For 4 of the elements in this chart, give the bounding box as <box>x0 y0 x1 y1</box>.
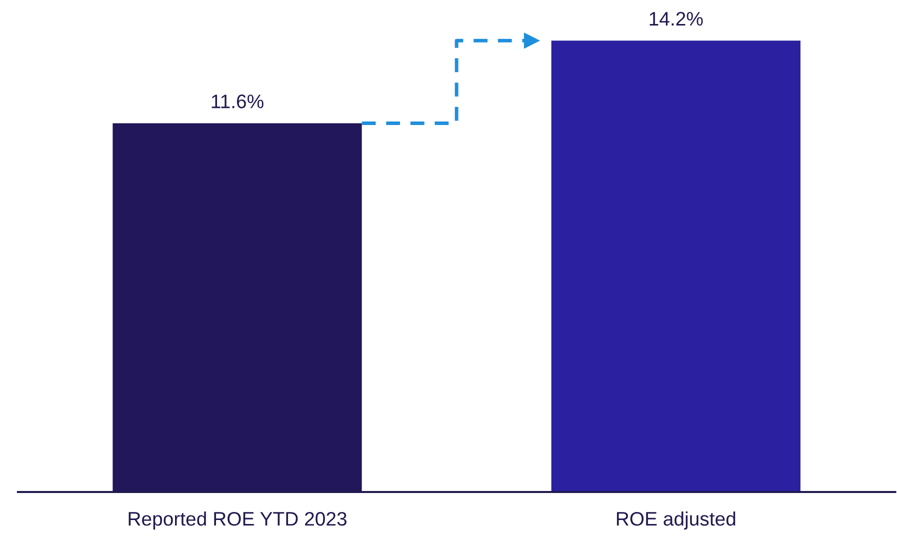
data-label: 11.6% <box>212 94 264 108</box>
x-tick-label: ROE adjusted <box>616 511 736 530</box>
data-label: 14.2% <box>650 12 703 26</box>
x-tick-label: Reported ROE YTD 2023 <box>128 511 346 530</box>
